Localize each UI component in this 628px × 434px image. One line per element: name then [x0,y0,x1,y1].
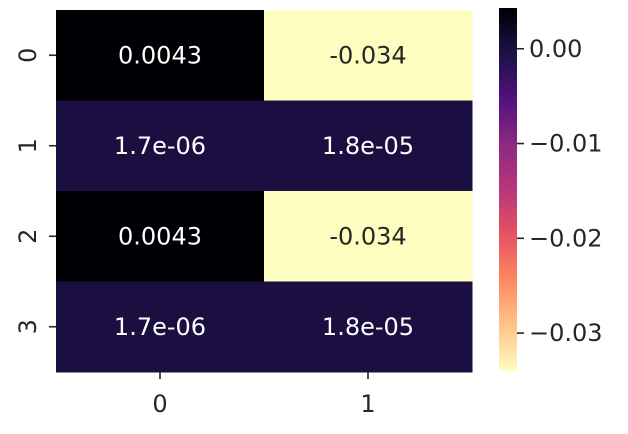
colorbar-tick-label-1: −0.01 [529,130,603,158]
heatmap-cell-r0-c1 [264,10,473,101]
colorbar-tick-label-2: −0.02 [529,224,603,252]
heatmap-cell-r1-c0 [56,100,265,192]
heatmap-cell-r1-c1 [264,100,473,192]
cell-annotation-r3-c1: 1.8e-05 [322,313,414,341]
colorbar-tick-label-0: 0.00 [529,35,582,63]
cell-annotation-r1-c1: 1.8e-05 [322,132,414,160]
heatmap-annotations: 0.0043 -0.034 1.7e-06 1.8e-05 0.0043 -0.034 1.… [114,41,414,341]
cell-annotation-r0-c0: 0.0043 [118,41,202,69]
colorbar-tick-label-3: −0.03 [529,319,603,347]
colorbar-gradient [499,8,517,371]
y-tick-label-0: 0 [14,48,42,63]
cell-annotation-r2-c1: -0.034 [329,222,406,250]
heatmap-cell-r0-c0 [56,10,265,101]
cell-annotation-r2-c0: 0.0043 [118,222,202,250]
y-tick-label-1: 1 [14,138,42,153]
heatmap-cell-r2-c1 [264,191,473,282]
x-tick-label-0: 0 [152,390,167,418]
heatmap-cells [56,10,473,373]
cell-annotation-r3-c0: 1.7e-06 [114,313,206,341]
y-tick-label-2: 2 [14,229,42,244]
cell-annotation-r0-c1: -0.034 [329,41,406,69]
y-axis: 0 1 2 3 [14,48,56,334]
heatmap-cell-r3-c1 [264,281,473,373]
cell-annotation-r1-c0: 1.7e-06 [114,132,206,160]
colorbar-axis: 0.00 −0.01 −0.02 −0.03 [517,35,603,347]
heatmap-cell-r2-c0 [56,191,265,282]
heatmap-cell-r3-c0 [56,281,265,373]
colorbar [499,8,517,371]
x-tick-label-1: 1 [360,390,375,418]
y-tick-label-3: 3 [14,319,42,334]
